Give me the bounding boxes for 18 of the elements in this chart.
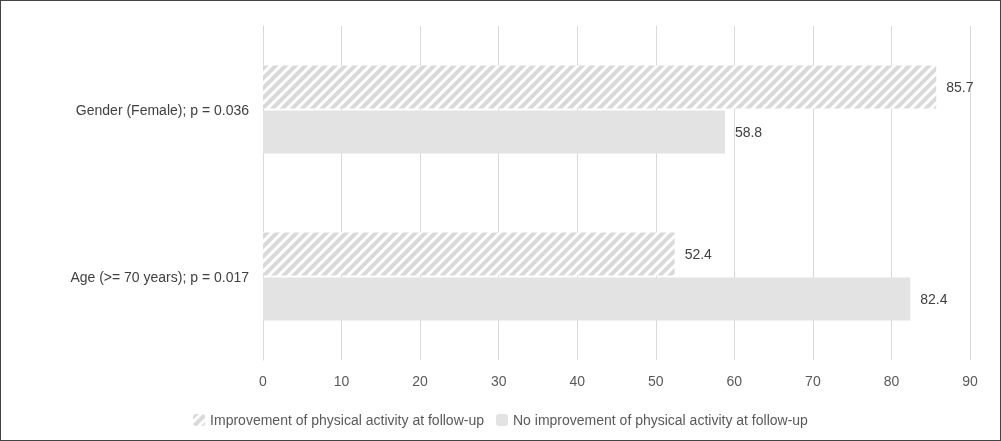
legend-label: No improvement of physical activity at follow-up — [513, 412, 809, 428]
x-tick-label: 0 — [259, 373, 268, 389]
data-label: 58.8 — [734, 124, 763, 141]
data-label: 85.7 — [946, 78, 974, 95]
legend-label: Improvement of physical activity at follow-up — [210, 412, 485, 428]
y-tick-label: Gender (Female); p = 0.036 — [75, 101, 250, 118]
x-tick-label: 40 — [569, 373, 586, 389]
x-tick-label: 90 — [962, 373, 978, 389]
y-tick-label: Age (>= 70 years); p = 0.017 — [70, 268, 250, 285]
x-tick-label: 70 — [805, 373, 821, 389]
x-tick-label: 20 — [412, 373, 429, 389]
data-label: 82.4 — [920, 291, 948, 308]
x-tick-label: 30 — [490, 373, 507, 389]
x-tick-label: 10 — [333, 373, 350, 389]
x-tick-label: 60 — [726, 373, 743, 389]
x-tick-label: 50 — [647, 373, 664, 389]
x-tick-label: 80 — [883, 373, 900, 389]
data-label: 52.4 — [684, 245, 713, 262]
